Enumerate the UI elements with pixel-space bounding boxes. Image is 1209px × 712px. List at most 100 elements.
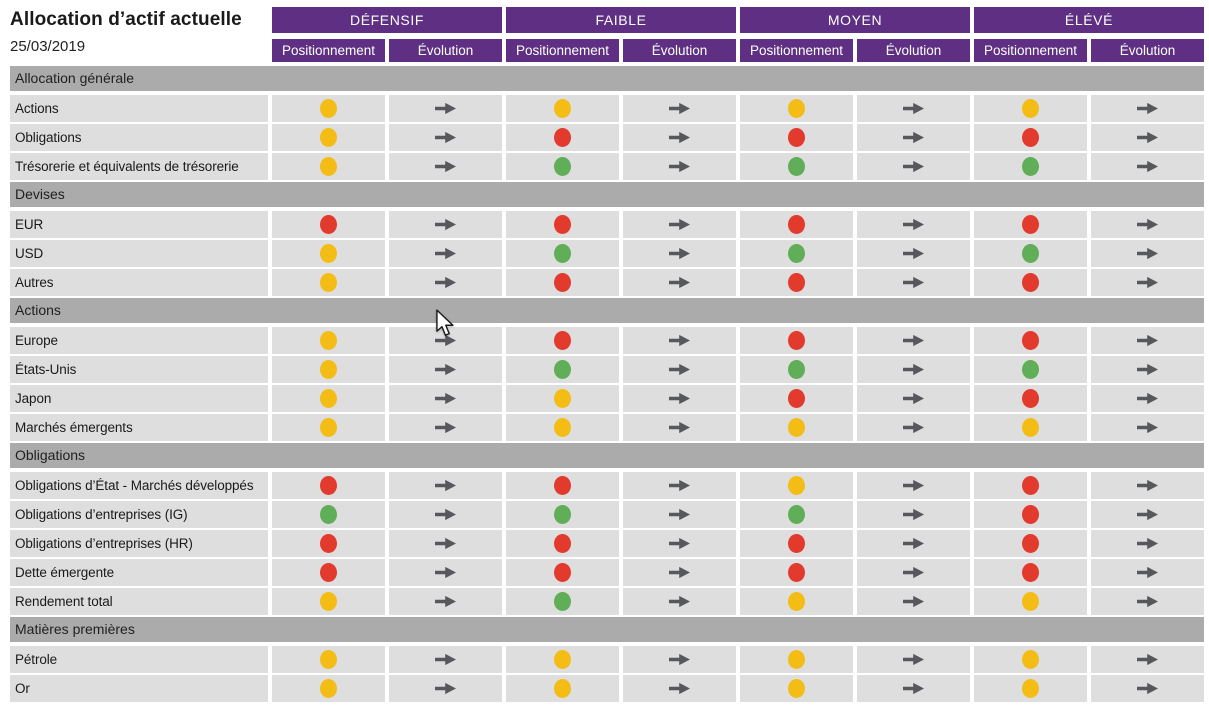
arrow-right-icon bbox=[1137, 566, 1158, 579]
position-dot-red bbox=[554, 476, 571, 495]
position-dot-red bbox=[1022, 128, 1039, 147]
position-dot-yellow bbox=[788, 592, 805, 611]
evolution-cell bbox=[1091, 211, 1204, 238]
positionnement-header: Positionnement bbox=[740, 39, 853, 62]
position-dot-red bbox=[788, 563, 805, 582]
evolution-cell bbox=[857, 501, 970, 528]
arrow-right-icon bbox=[435, 566, 456, 579]
arrow-right-icon bbox=[903, 479, 924, 492]
evolution-cell bbox=[623, 501, 736, 528]
arrow-right-icon bbox=[669, 363, 690, 376]
arrow-right-icon bbox=[903, 276, 924, 289]
position-cell bbox=[272, 95, 385, 122]
position-cell bbox=[740, 356, 853, 383]
position-cell bbox=[740, 501, 853, 528]
position-dot-green bbox=[554, 244, 571, 263]
evolution-cell bbox=[1091, 385, 1204, 412]
arrow-right-icon bbox=[435, 247, 456, 260]
arrow-right-icon bbox=[903, 508, 924, 521]
evolution-cell bbox=[389, 559, 502, 586]
position-cell bbox=[974, 240, 1087, 267]
position-dot-yellow bbox=[320, 244, 337, 263]
evolution-cell bbox=[857, 95, 970, 122]
evolution-header: Évolution bbox=[389, 39, 502, 62]
section-header-row: Matières premières bbox=[10, 617, 1204, 642]
evolution-cell bbox=[389, 675, 502, 702]
row-label: Obligations d’entreprises (HR) bbox=[10, 530, 268, 557]
position-dot-yellow bbox=[320, 389, 337, 408]
report-header: Allocation d’actif actuelle 25/03/2019 D… bbox=[10, 7, 1204, 62]
position-cell bbox=[974, 414, 1087, 441]
arrow-right-icon bbox=[669, 537, 690, 550]
evolution-cell bbox=[1091, 414, 1204, 441]
risk-profile-headers: DÉFENSIF FAIBLE MOYEN ÉLÉVÉ bbox=[272, 7, 1204, 33]
position-dot-green bbox=[554, 157, 571, 176]
section-header-row: Devises bbox=[10, 182, 1204, 207]
position-cell bbox=[740, 124, 853, 151]
section-label: Matières premières bbox=[15, 621, 135, 637]
arrow-right-icon bbox=[1137, 102, 1158, 115]
position-dot-red bbox=[1022, 331, 1039, 350]
evolution-cell bbox=[1091, 588, 1204, 615]
evolution-cell bbox=[1091, 646, 1204, 673]
position-dot-red bbox=[1022, 215, 1039, 234]
arrow-right-icon bbox=[435, 131, 456, 144]
evolution-cell bbox=[389, 501, 502, 528]
arrow-right-icon bbox=[435, 537, 456, 550]
evolution-cell bbox=[389, 646, 502, 673]
evolution-header: Évolution bbox=[857, 39, 970, 62]
evolution-cell bbox=[623, 269, 736, 296]
position-dot-red bbox=[788, 331, 805, 350]
evolution-cell bbox=[1091, 327, 1204, 354]
risk-profile-header: MOYEN bbox=[740, 7, 970, 33]
arrow-right-icon bbox=[903, 421, 924, 434]
position-cell bbox=[506, 95, 619, 122]
position-cell bbox=[272, 385, 385, 412]
section-header-row: Obligations bbox=[10, 443, 1204, 468]
position-cell bbox=[272, 675, 385, 702]
evolution-cell bbox=[389, 530, 502, 557]
position-cell bbox=[272, 530, 385, 557]
evolution-cell bbox=[857, 124, 970, 151]
column-headers: DÉFENSIF FAIBLE MOYEN ÉLÉVÉ Positionnement É… bbox=[272, 7, 1204, 62]
position-dot-yellow bbox=[320, 157, 337, 176]
arrow-right-icon bbox=[435, 421, 456, 434]
arrow-right-icon bbox=[669, 682, 690, 695]
position-dot-red bbox=[554, 128, 571, 147]
evolution-cell bbox=[623, 211, 736, 238]
arrow-right-icon bbox=[669, 160, 690, 173]
risk-profile-header: FAIBLE bbox=[506, 7, 736, 33]
section-label: Devises bbox=[15, 186, 65, 202]
evolution-cell bbox=[623, 95, 736, 122]
arrow-right-icon bbox=[1137, 131, 1158, 144]
position-dot-yellow bbox=[1022, 99, 1039, 118]
evolution-cell bbox=[857, 385, 970, 412]
position-dot-green bbox=[1022, 157, 1039, 176]
arrow-right-icon bbox=[903, 102, 924, 115]
arrow-right-icon bbox=[1137, 479, 1158, 492]
evolution-cell bbox=[623, 646, 736, 673]
arrow-right-icon bbox=[669, 566, 690, 579]
position-cell bbox=[506, 675, 619, 702]
arrow-right-icon bbox=[1137, 218, 1158, 231]
position-cell bbox=[506, 588, 619, 615]
row-label: Obligations bbox=[10, 124, 268, 151]
evolution-cell bbox=[623, 588, 736, 615]
arrow-right-icon bbox=[435, 595, 456, 608]
position-dot-yellow bbox=[554, 679, 571, 698]
section-label: Actions bbox=[15, 302, 61, 318]
arrow-right-icon bbox=[1137, 247, 1158, 260]
position-dot-red bbox=[320, 534, 337, 553]
position-dot-yellow bbox=[554, 389, 571, 408]
report-date: 25/03/2019 bbox=[10, 38, 86, 55]
evolution-cell bbox=[857, 327, 970, 354]
arrow-right-icon bbox=[1137, 160, 1158, 173]
evolution-cell bbox=[623, 559, 736, 586]
arrow-right-icon bbox=[1137, 421, 1158, 434]
position-dot-green bbox=[554, 360, 571, 379]
row-label: Rendement total bbox=[10, 588, 268, 615]
arrow-right-icon bbox=[1137, 537, 1158, 550]
arrow-right-icon bbox=[669, 595, 690, 608]
position-dot-green bbox=[788, 360, 805, 379]
evolution-cell bbox=[389, 414, 502, 441]
